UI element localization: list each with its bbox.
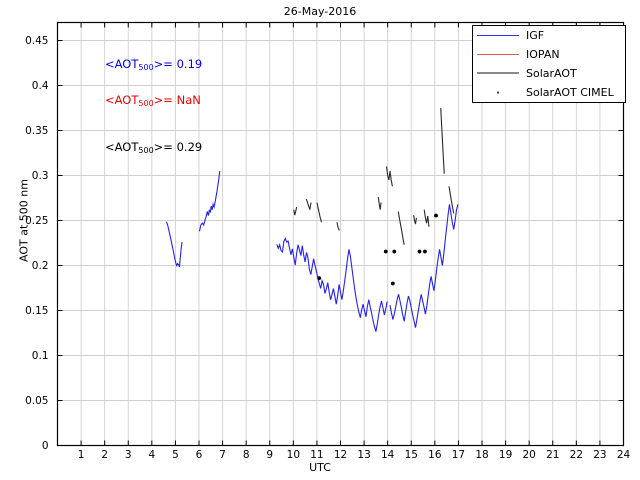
y-tick-label: 0.1 bbox=[31, 349, 49, 362]
annot-solar-prefix: <AOT bbox=[105, 140, 139, 154]
y-tick-label: 0.2 bbox=[31, 259, 49, 272]
x-tick-label: 22 bbox=[569, 449, 584, 461]
annot-solar-sub: 500 bbox=[138, 145, 154, 155]
series-line-solaraot bbox=[293, 206, 298, 216]
legend-label-igf: IGF bbox=[526, 29, 545, 42]
y-tick-label: 0 bbox=[41, 439, 49, 452]
x-tick-label: 10 bbox=[286, 449, 301, 461]
annotation-igf-mean: <AOT500>= 0.19 bbox=[105, 57, 202, 72]
legend-line-solaraot bbox=[477, 68, 519, 80]
series-line-solaraot bbox=[316, 202, 323, 223]
legend-label-solaraot: SolarAOT bbox=[526, 67, 577, 80]
series-marker-solaraot-cimel bbox=[390, 281, 395, 286]
y-tick-label: 0.3 bbox=[31, 169, 49, 182]
legend-item-iopan: IOPAN bbox=[473, 45, 625, 64]
x-tick-label: 11 bbox=[310, 449, 324, 461]
x-tick-label: 18 bbox=[475, 449, 489, 461]
y-tick-label: 0.35 bbox=[25, 124, 49, 137]
series-line-igf bbox=[389, 204, 459, 328]
series-line-solaraot bbox=[305, 198, 312, 210]
series-line-solaraot bbox=[413, 215, 417, 225]
chart-title: 26-May-2016 bbox=[283, 5, 357, 18]
y-tick-label: 0.05 bbox=[25, 394, 49, 407]
y-tick-label: 0.4 bbox=[31, 79, 49, 92]
x-tick-label: 24 bbox=[616, 449, 631, 461]
x-tick-label: 4 bbox=[148, 449, 156, 461]
y-tick-label: 0.15 bbox=[25, 304, 49, 317]
series-marker-solaraot-cimel bbox=[383, 249, 388, 254]
legend-line-igf bbox=[477, 30, 519, 42]
annotation-iopan-mean: <AOT500>= NaN bbox=[105, 93, 201, 108]
x-tick-label: 8 bbox=[242, 449, 250, 461]
annotation-solaraot-mean: <AOT500>= 0.29 bbox=[105, 140, 202, 155]
annot-igf-suffix: >= 0.19 bbox=[153, 57, 203, 71]
legend-item-igf: IGF bbox=[473, 26, 625, 45]
series-marker-solaraot-cimel bbox=[417, 249, 422, 254]
x-tick-label: 13 bbox=[357, 449, 371, 461]
x-tick-label: 2 bbox=[101, 449, 108, 461]
series-line-igf bbox=[165, 221, 183, 268]
annot-iopan-suffix: >= NaN bbox=[153, 93, 201, 107]
x-tick-label: 12 bbox=[333, 449, 348, 461]
x-tick-label: 17 bbox=[451, 449, 466, 461]
series-line-igf bbox=[198, 170, 221, 232]
series-marker-solaraot-cimel bbox=[392, 249, 397, 254]
series-marker-solaraot-cimel bbox=[434, 213, 438, 218]
chart-legend: IGF IOPAN SolarAOT · SolarAOT CIMEL bbox=[472, 25, 626, 103]
series-line-solaraot bbox=[448, 186, 455, 214]
legend-item-solaraot-cimel: · SolarAOT CIMEL bbox=[473, 83, 625, 102]
x-tick-label: 19 bbox=[498, 449, 513, 461]
series-line-solaraot bbox=[385, 166, 393, 187]
series-line-solaraot bbox=[397, 211, 405, 245]
series-line-solaraot bbox=[377, 197, 382, 210]
y-tick-label: 0.45 bbox=[25, 34, 49, 47]
x-tick-label: 3 bbox=[124, 449, 132, 461]
annot-igf-prefix: <AOT bbox=[105, 57, 139, 71]
x-tick-label: 1 bbox=[77, 449, 85, 461]
plot-frame bbox=[56, 21, 625, 447]
x-tick-label: 15 bbox=[404, 449, 418, 461]
x-tick-label: 16 bbox=[428, 449, 442, 461]
series-line-igf bbox=[276, 237, 388, 332]
x-tick-label: 23 bbox=[593, 449, 607, 461]
legend-line-iopan bbox=[477, 49, 519, 61]
x-tick-label: 21 bbox=[546, 449, 560, 461]
series-line-solaraot bbox=[336, 222, 340, 231]
series-line-solaraot bbox=[440, 107, 445, 174]
legend-dot-icon: · bbox=[495, 83, 501, 102]
x-tick-label: 5 bbox=[172, 449, 179, 461]
x-axis-label: UTC bbox=[309, 461, 331, 474]
x-tick-label: 14 bbox=[380, 449, 395, 461]
annot-igf-sub: 500 bbox=[138, 62, 154, 72]
data-series-layer bbox=[165, 107, 459, 332]
x-tick-label: 9 bbox=[266, 449, 274, 461]
annot-solar-suffix: >= 0.29 bbox=[153, 140, 203, 154]
y-tick-label: 0.25 bbox=[25, 214, 49, 227]
x-tick-label: 6 bbox=[195, 449, 203, 461]
annot-iopan-sub: 500 bbox=[138, 98, 154, 108]
x-tick-label: 20 bbox=[522, 449, 536, 461]
annot-iopan-prefix: <AOT bbox=[105, 93, 139, 107]
legend-label-iopan: IOPAN bbox=[526, 48, 560, 61]
series-line-solaraot bbox=[423, 209, 430, 227]
series-marker-solaraot-cimel bbox=[423, 249, 427, 254]
legend-label-solaraot-cimel: SolarAOT CIMEL bbox=[526, 86, 614, 99]
series-marker-solaraot-cimel bbox=[317, 276, 322, 280]
legend-item-solaraot: SolarAOT bbox=[473, 64, 625, 83]
x-tick-label: 7 bbox=[219, 449, 226, 461]
